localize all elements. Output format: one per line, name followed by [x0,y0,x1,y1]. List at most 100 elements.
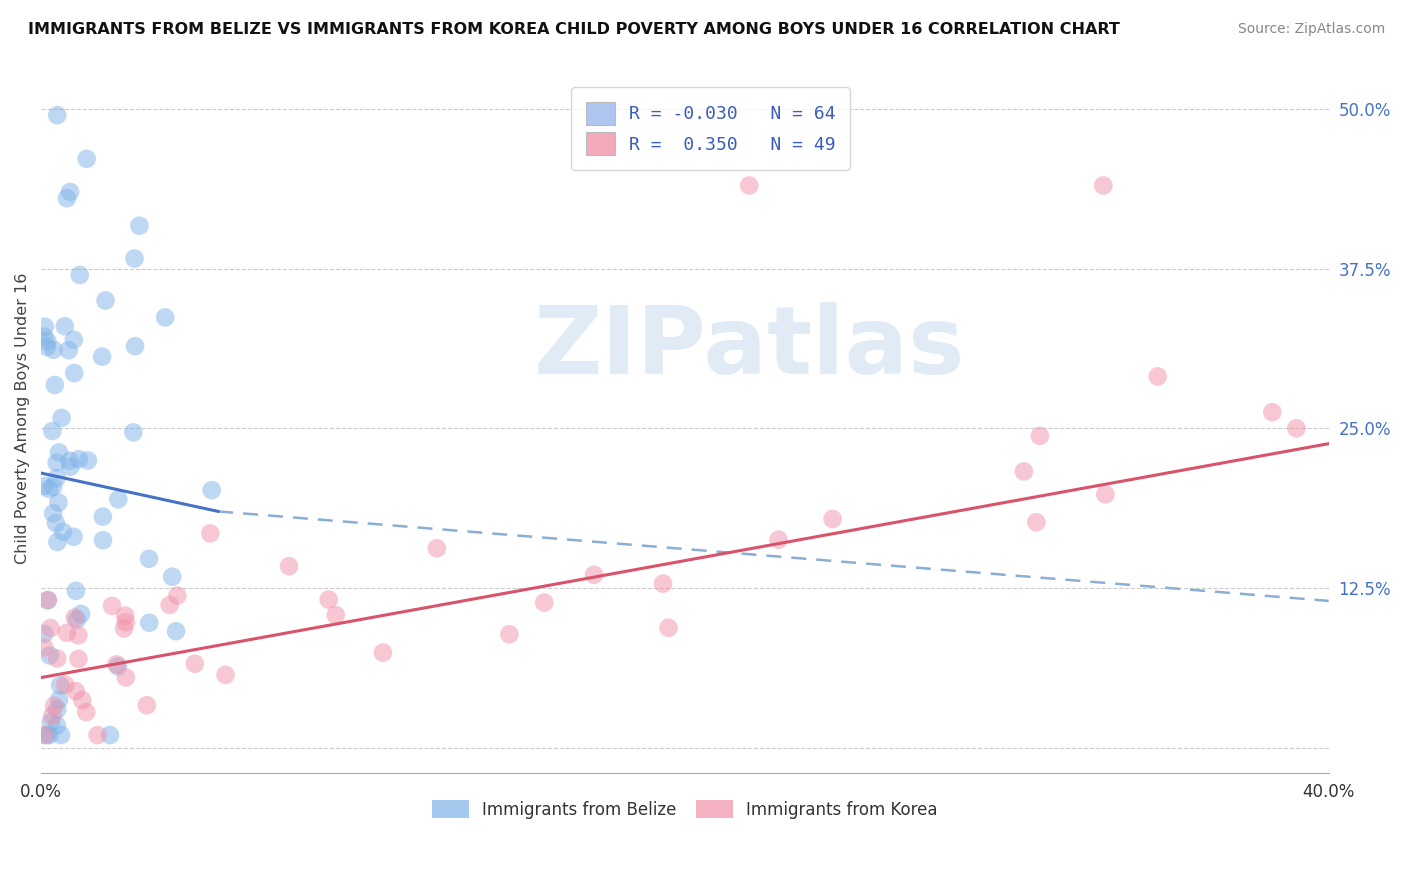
Point [114,670,136,684]
Point [1146,369,1168,384]
Point [62,530,84,544]
Point [124,339,146,353]
Point [69,268,91,282]
Y-axis label: Child Poverty Among Boys Under 16: Child Poverty Among Boys Under 16 [15,273,30,565]
Point [46,535,69,549]
Point [184,657,207,671]
Point [426,541,449,556]
Point [1092,178,1115,193]
Point [768,533,790,547]
Point [34,479,56,493]
Point [58,454,80,468]
Point [138,551,160,566]
Point [38,728,60,742]
Point [91,533,114,548]
Point [67,628,90,642]
Point [105,657,128,672]
Point [38,648,60,663]
Point [498,627,520,641]
Point [65,684,87,698]
Point [200,526,222,541]
Point [124,252,146,266]
Point [318,592,340,607]
Point [101,599,124,613]
Point [107,492,129,507]
Point [166,589,188,603]
Point [38,482,60,496]
Point [42,343,65,357]
Point [114,608,136,623]
Point [34,728,56,742]
Point [63,333,86,347]
Point [51,411,73,425]
Point [34,329,56,343]
Point [37,593,59,607]
Point [98,728,121,742]
Point [1094,487,1116,501]
Point [45,456,67,470]
Point [1261,405,1284,419]
Point [91,509,114,524]
Point [77,453,100,467]
Point [41,424,63,438]
Point [821,512,844,526]
Point [45,471,67,485]
Point [70,607,93,621]
Point [45,516,67,530]
Point [53,319,76,334]
Point [34,626,56,640]
Point [42,480,65,494]
Point [46,651,69,665]
Point [128,219,150,233]
Point [46,108,69,122]
Point [91,350,114,364]
Point [44,378,66,392]
Legend: Immigrants from Belize, Immigrants from Korea: Immigrants from Belize, Immigrants from … [425,793,945,825]
Point [371,646,394,660]
Point [1012,465,1035,479]
Point [37,334,59,349]
Point [48,445,70,459]
Point [76,152,98,166]
Point [86,728,108,742]
Point [56,191,79,205]
Point [107,659,129,673]
Point [1029,429,1052,443]
Point [657,621,679,635]
Point [135,698,157,713]
Text: IMMIGRANTS FROM BELIZE VS IMMIGRANTS FROM KOREA CHILD POVERTY AMONG BOYS UNDER 1: IMMIGRANTS FROM BELIZE VS IMMIGRANTS FRO… [28,22,1121,37]
Point [42,506,65,520]
Point [278,559,301,574]
Point [44,698,66,713]
Point [63,366,86,380]
Point [138,615,160,630]
Point [114,615,136,630]
Point [112,622,135,636]
Point [160,570,183,584]
Point [58,343,80,358]
Point [165,624,187,639]
Point [153,310,176,325]
Point [159,598,181,612]
Point [37,593,59,607]
Point [652,576,675,591]
Point [35,340,58,354]
Point [65,583,87,598]
Point [46,702,69,716]
Point [533,596,555,610]
Point [34,319,56,334]
Point [49,728,72,742]
Point [41,709,63,723]
Point [59,459,82,474]
Point [66,613,89,627]
Point [70,693,93,707]
Point [75,705,97,719]
Point [67,452,90,467]
Point [325,607,347,622]
Text: ZIPatlas: ZIPatlas [533,301,965,393]
Point [1025,515,1047,529]
Point [214,668,236,682]
Point [1285,421,1308,435]
Point [39,621,62,635]
Point [39,715,62,730]
